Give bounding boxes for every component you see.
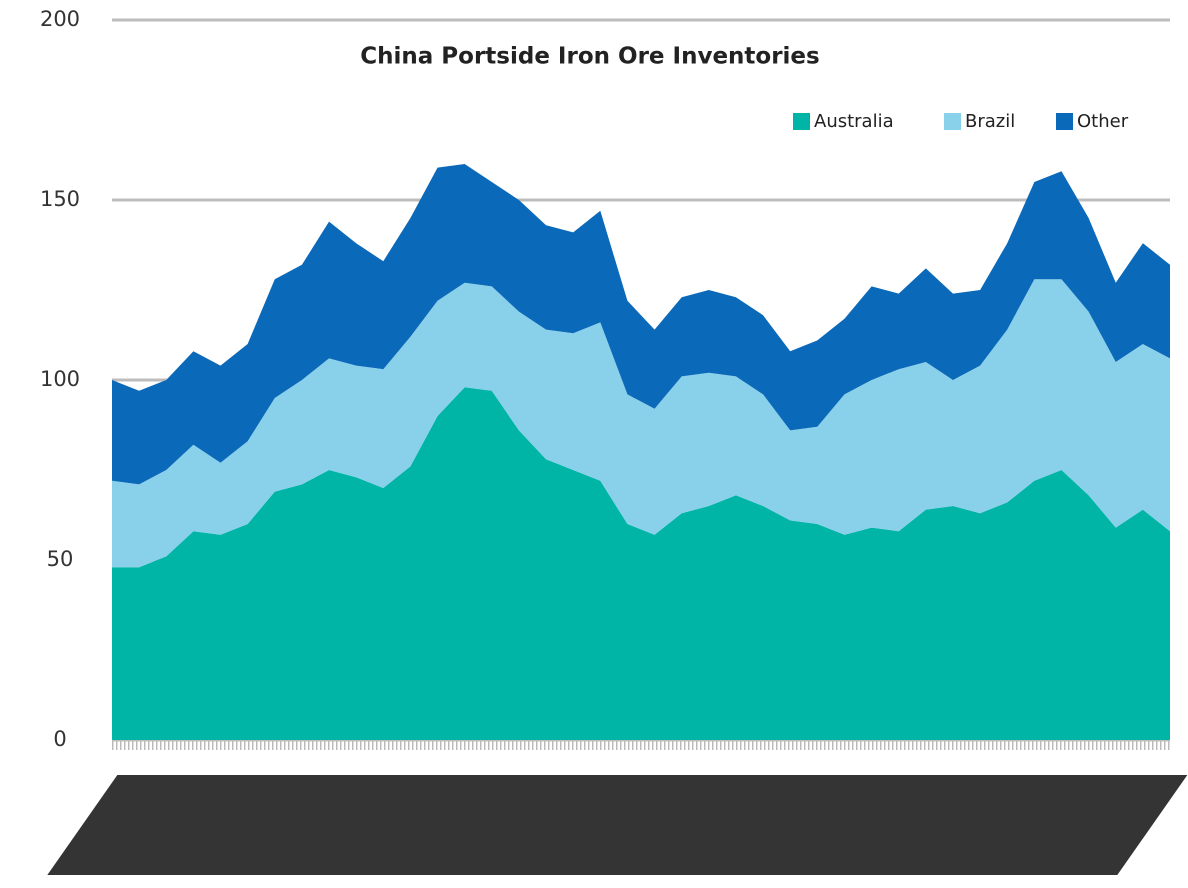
legend-swatch xyxy=(793,113,810,130)
area xyxy=(112,279,1170,568)
y-tick-label: 100 xyxy=(40,367,80,391)
area xyxy=(112,387,1170,740)
x-axis-band xyxy=(112,741,1170,750)
y-tick-label: 200 xyxy=(40,7,80,31)
y-tick-label: 0 xyxy=(53,727,66,751)
area xyxy=(112,164,1170,485)
legend-swatch xyxy=(1056,113,1073,130)
legend-label: Other xyxy=(1077,111,1129,132)
legend-label: Australia xyxy=(814,111,894,132)
legend-label: Brazil xyxy=(965,111,1015,132)
x-tick-label-clutter xyxy=(47,775,1188,875)
legend-swatch xyxy=(944,113,961,130)
chart-title: China Portside Iron Ore Inventories xyxy=(360,44,819,70)
y-tick-label: 50 xyxy=(47,547,74,571)
y-tick-label: 150 xyxy=(40,187,80,211)
